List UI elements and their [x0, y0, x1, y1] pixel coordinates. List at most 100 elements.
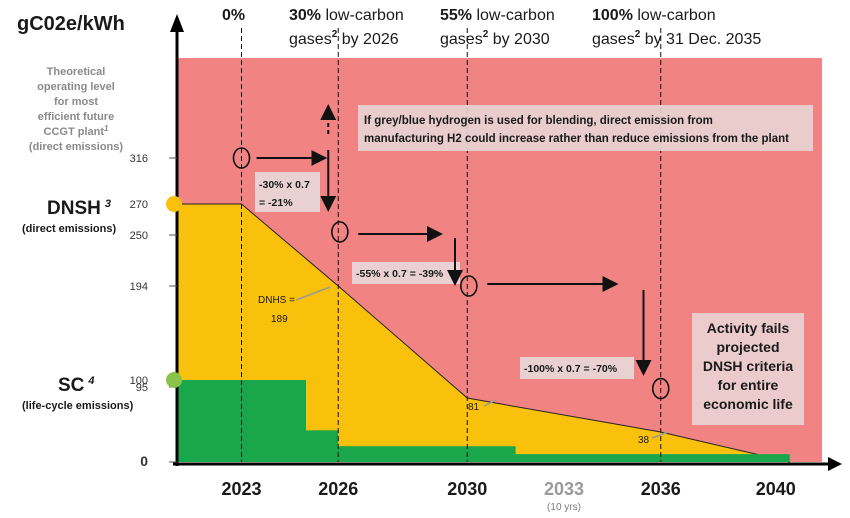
y-tick-label: 95: [136, 382, 148, 394]
fail-box-line: economic life: [703, 396, 793, 412]
x-tick-label-2033: 2033: [544, 479, 584, 499]
x-tick-label: 2026: [318, 479, 358, 499]
value-label-leader: [295, 286, 331, 301]
y-tick-label: 194: [130, 281, 148, 293]
left-note-sup: 1: [104, 124, 109, 133]
dnsh-sup: 3: [105, 198, 111, 210]
top-label-2: 55% low-carbon: [440, 7, 555, 24]
fail-box-line: Activity fails: [707, 320, 790, 336]
calc-box-2036: -100% x 0.7 = -70%: [520, 357, 634, 379]
top-label-sup: 2: [483, 29, 489, 40]
reference-lines: [241, 28, 662, 462]
left-note-line: CCGT plant1: [44, 124, 110, 138]
hydrogen-note-line2: manufacturing H2 could increase rather t…: [364, 133, 789, 145]
top-label-1: 30% low-carbon: [289, 7, 404, 24]
top-label-gases: gases: [440, 31, 483, 48]
calc-box-2036-bg: [520, 357, 634, 379]
transition-marks: [232, 104, 670, 400]
x-tick-label: 2040: [756, 479, 796, 499]
calc-2036-text: -100% x 0.7 = -70%: [524, 363, 618, 375]
calc-box-2026-bg: [255, 172, 320, 212]
y-tick-label: 100: [130, 375, 148, 387]
top-label-rest: low-carbon: [321, 7, 404, 24]
left-note: Theoretical operating level for most eff…: [29, 66, 123, 153]
sc-label: SC 4: [58, 375, 95, 396]
top-label-3-line2: gases2 by 31 Dec. 2035: [592, 29, 761, 48]
top-label-pct: 100%: [592, 7, 633, 24]
top-label-1-line2: gases2 by 2026: [289, 29, 399, 48]
top-label-pct: 55%: [440, 7, 472, 24]
y-axis-arrow: [170, 14, 184, 32]
fail-box-line: DNSH criteria: [703, 358, 793, 374]
top-label-rest: low-carbon: [633, 7, 716, 24]
fail-box-line: projected: [716, 339, 779, 355]
value-label-81: 81: [468, 402, 480, 413]
top-label-pct: 0%: [222, 7, 245, 24]
dnsh-marker: [166, 196, 182, 212]
hydrogen-note-box: [358, 105, 813, 151]
left-note-line: efficient future: [38, 111, 114, 123]
dnsh-label: DNSH 3: [47, 198, 111, 219]
value-label-dnhs-value: 189: [271, 314, 288, 325]
sc-marker: [166, 372, 182, 388]
value-label-dnhs: DNHS =: [258, 295, 295, 306]
x-tick-label: 2030: [447, 479, 487, 499]
calc-box-2030-bg: [352, 262, 460, 284]
top-label-gases: gases: [289, 31, 332, 48]
sc-sup: 4: [87, 375, 94, 387]
top-label-2-line2: gases2 by 2030: [440, 29, 550, 48]
top-label-3: 100% low-carbon: [592, 7, 716, 24]
series-line-dnsh: [177, 203, 790, 463]
fail-box-bg: [692, 313, 804, 425]
y-tick-label: 270: [130, 199, 148, 211]
fail-box: Activity fails projected DNSH criteria f…: [692, 313, 804, 425]
top-label-pct: 30%: [289, 7, 321, 24]
calc-2026-line2: = -21%: [259, 197, 293, 209]
top-label-sup: 2: [332, 29, 338, 40]
left-note-line: for most: [54, 96, 98, 108]
left-note-line: Theoretical: [47, 66, 106, 78]
left-note-line: operating level: [37, 81, 115, 93]
y-tick-label: 0: [140, 453, 148, 469]
value-labels: DNHS = 189 81 38: [258, 286, 669, 446]
value-label-leader: [483, 399, 497, 407]
plant-level-circle-2036: [651, 377, 670, 400]
value-label-leader: [651, 431, 669, 439]
sc-label-text: SC: [58, 375, 85, 396]
left-note-text: CCGT plant: [44, 126, 105, 138]
left-note-line: (direct emissions): [29, 141, 123, 153]
top-label-tail: by 2030: [488, 31, 549, 48]
calc-2030-text: -55% x 0.7 = -39%: [356, 268, 444, 280]
x-ticks: 2023 2026 2030 2036 2040 2033 (10 yrs): [221, 479, 795, 513]
value-label-38: 38: [638, 435, 650, 446]
y-tick-label: 316: [130, 153, 148, 165]
calc-box-2026: -30% x 0.7 = -21%: [255, 172, 320, 212]
plant-level-circle-2023: [232, 147, 251, 169]
hydrogen-note: If grey/blue hydrogen is used for blendi…: [358, 105, 813, 151]
hydrogen-note-line1: If grey/blue hydrogen is used for blendi…: [364, 115, 713, 127]
top-label-tail: by 31 Dec. 2035: [640, 31, 761, 48]
top-label-gases: gases: [592, 31, 635, 48]
top-label-rest: low-carbon: [472, 7, 555, 24]
x-tick-label: 2023: [221, 479, 261, 499]
dnsh-label-text: DNSH: [47, 198, 101, 219]
plant-level-circle-2026: [331, 221, 349, 243]
dnsh-sublabel: (direct emissions): [22, 223, 116, 235]
y-tick-label: 250: [130, 230, 148, 242]
chart-title: gC02e/kWh: [17, 13, 125, 35]
x-axis-arrow: [828, 457, 842, 471]
calc-2026-line1: -30% x 0.7: [259, 179, 310, 191]
top-label-sup: 2: [635, 29, 641, 40]
calc-box-2030: -55% x 0.7 = -39%: [352, 262, 460, 284]
sc-sublabel: (life-cycle emissions): [22, 400, 134, 412]
x-tick-label: 2036: [641, 479, 681, 499]
fail-box-line: for entire: [718, 377, 779, 393]
top-labels: 0% 30% low-carbon gases2 by 2026 55% low…: [222, 7, 761, 48]
series-area-sc: [177, 380, 790, 462]
plant-level-circle-2030: [460, 275, 478, 297]
top-label-0: 0%: [222, 7, 245, 24]
top-label-tail: by 2026: [337, 31, 398, 48]
x-tick-note: (10 yrs): [547, 502, 581, 513]
